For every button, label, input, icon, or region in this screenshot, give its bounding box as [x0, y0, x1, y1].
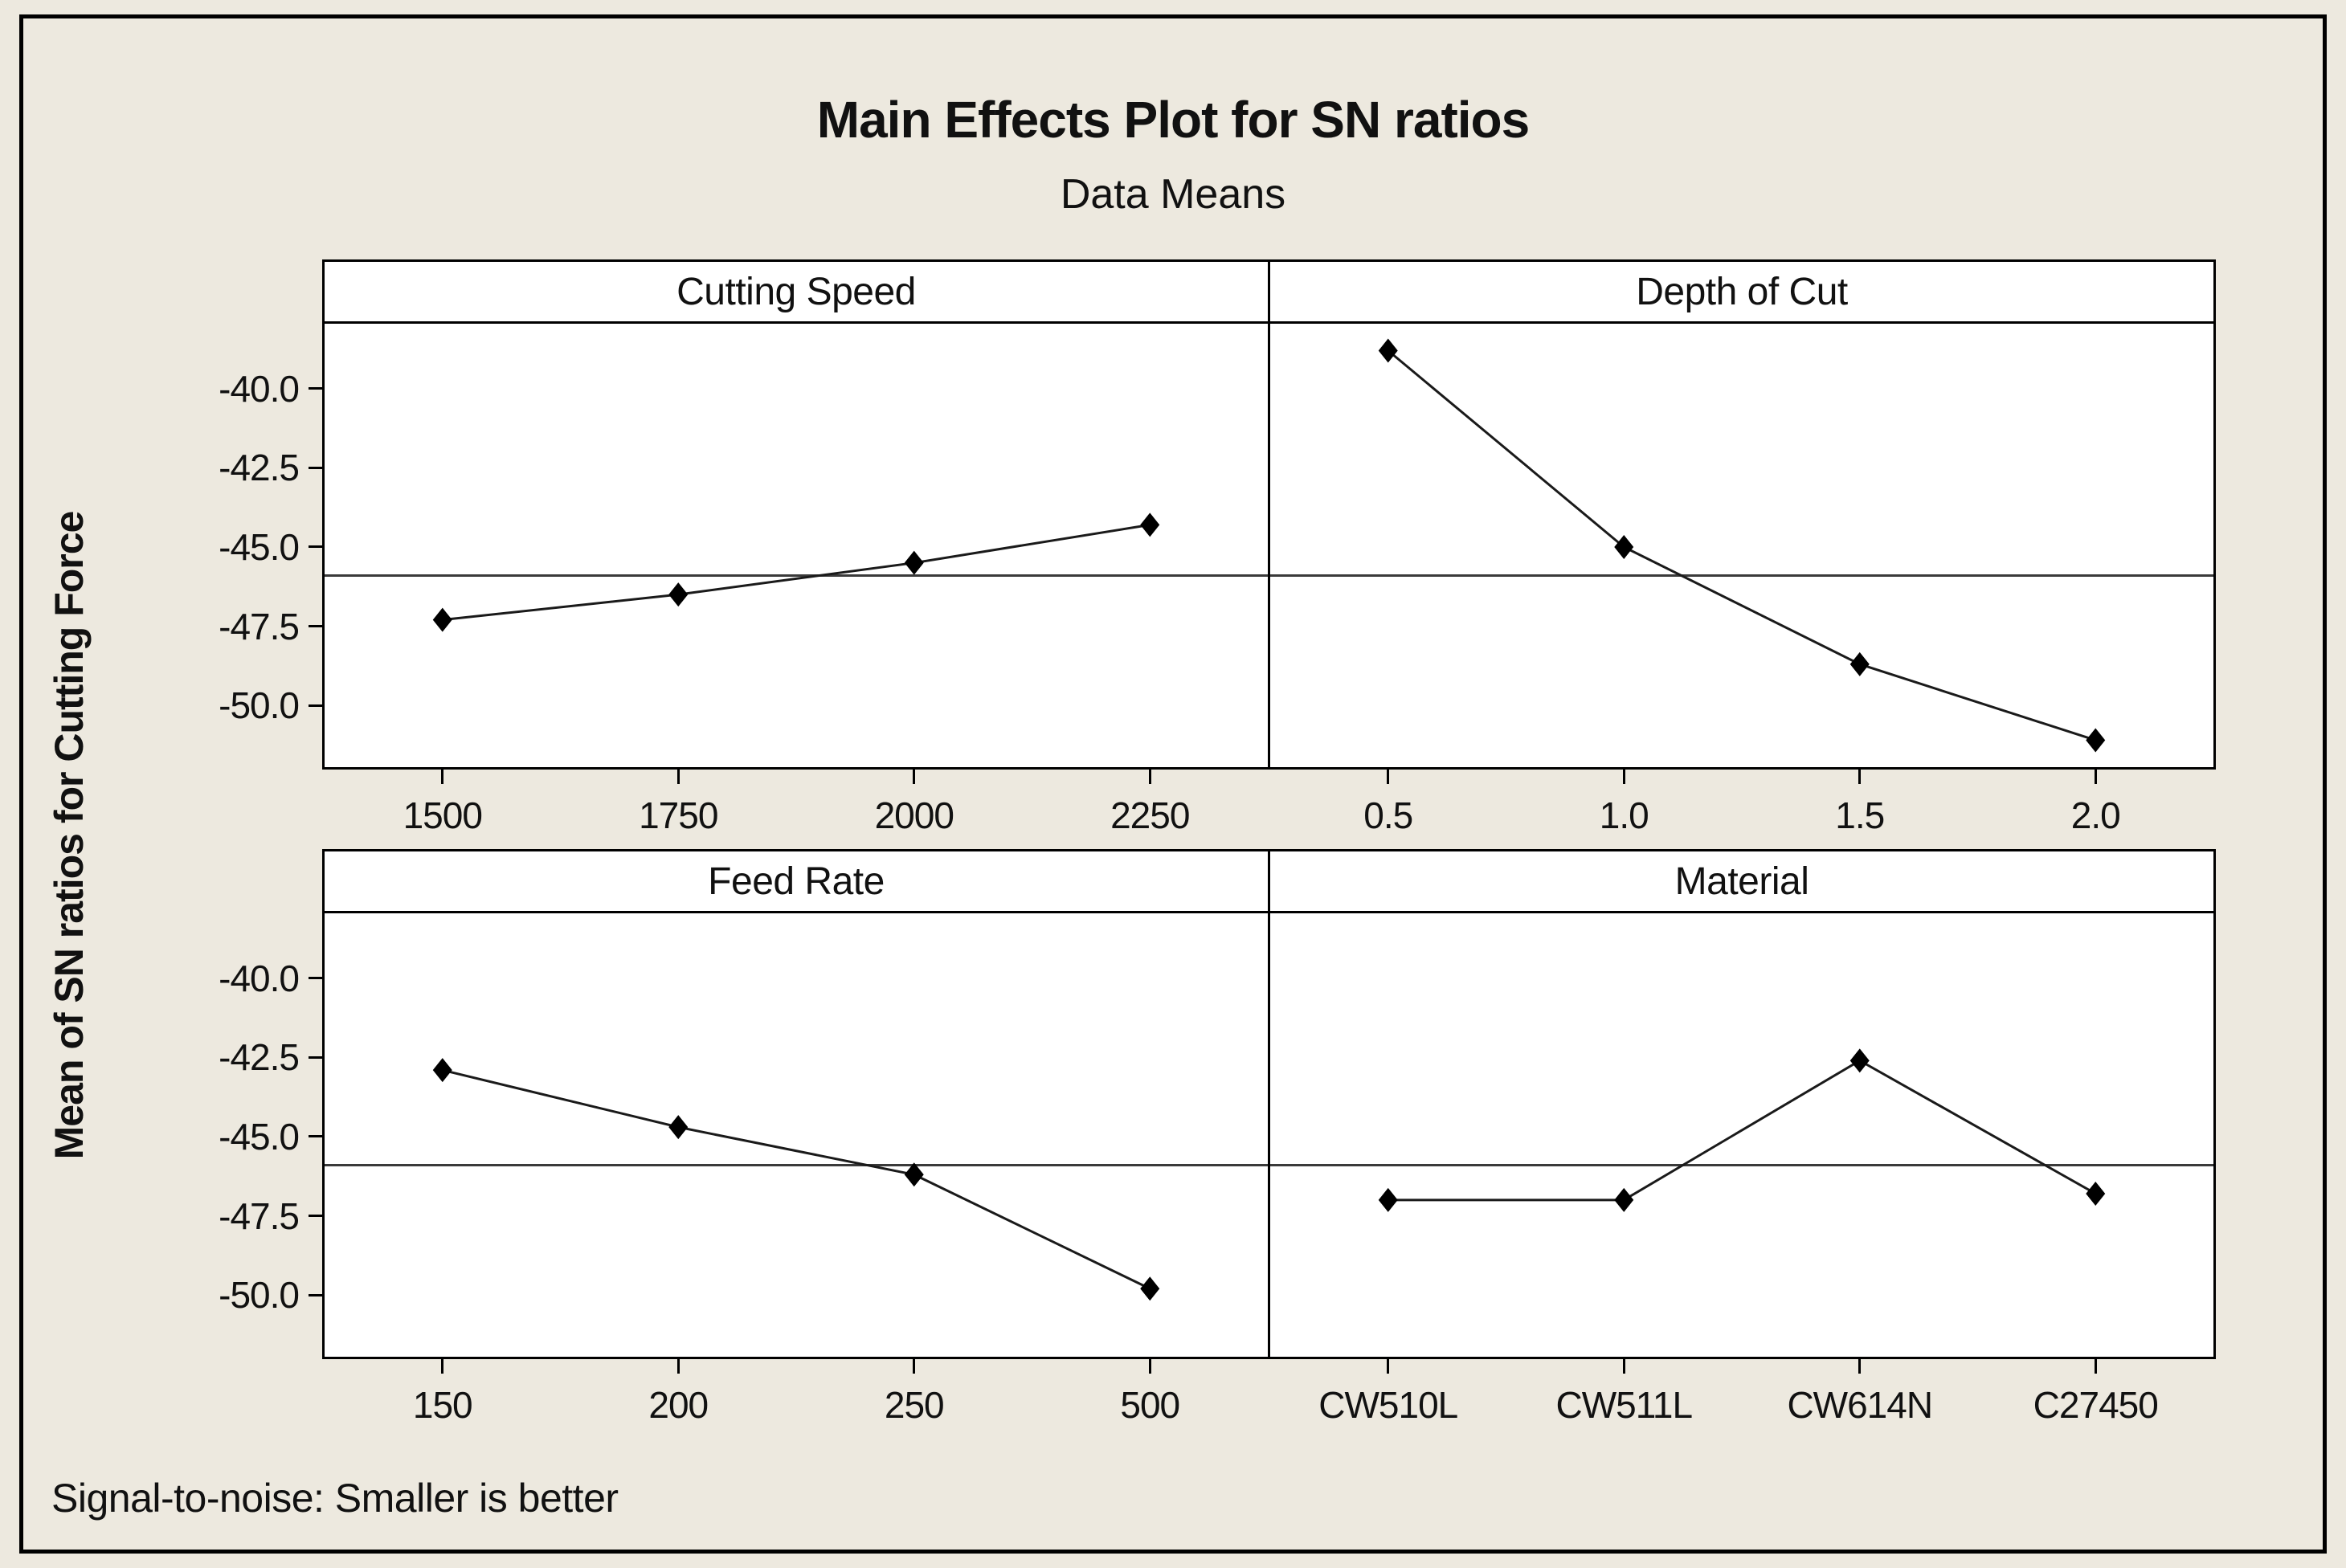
x-tick-label-0-5: 0.5 [1363, 794, 1413, 836]
y-tick-label-row1--45-0: -45.0 [219, 525, 300, 568]
y-axis-tick [309, 977, 322, 980]
main-effects-line-cutting-speed [442, 523, 1151, 622]
x-tick-label-cw510l: CW510L [1318, 1384, 1458, 1426]
y-tick-label-row1--47-5: -47.5 [219, 605, 300, 647]
data-point-marker [1140, 1276, 1160, 1301]
plot-area-depth-of-cut [1270, 324, 2213, 767]
main-effects-line-material [1388, 1059, 2096, 1202]
y-tick-label-row2--50-0: -50.0 [219, 1274, 300, 1317]
x-tick-label-500: 500 [1120, 1384, 1180, 1426]
x-axis-tick [441, 1359, 444, 1374]
panel-material: Material [1270, 851, 2213, 1357]
y-tick-label-row2--47-5: -47.5 [219, 1194, 300, 1237]
data-point-marker [1378, 338, 1398, 363]
x-axis-tick [913, 1359, 916, 1374]
plot-svg-cutting-speed [325, 512, 1268, 632]
y-axis-tick [309, 625, 322, 628]
x-tick-label-2250: 2250 [1110, 794, 1190, 836]
panel-title-material: Material [1270, 851, 2213, 913]
x-axis-tick [441, 770, 444, 784]
data-point-marker [1614, 534, 1634, 559]
y-tick-label-row1--42-5: -42.5 [219, 447, 300, 489]
panel-row-2: Feed Rate Material [322, 849, 2216, 1359]
plot-svg-material [1270, 1048, 2213, 1212]
y-axis-tick [309, 387, 322, 390]
x-tick-label-250: 250 [884, 1384, 945, 1426]
y-axis-label: Mean of SN ratios for Cutting Force [47, 511, 92, 1160]
y-axis-tick [309, 1056, 322, 1059]
panel-title-feed-rate: Feed Rate [325, 851, 1268, 913]
x-axis-tick [1148, 1359, 1151, 1374]
x-tick-label-150: 150 [412, 1384, 473, 1426]
main-effects-line-depth-of-cut [1387, 349, 2096, 741]
data-point-marker [2086, 1181, 2106, 1206]
plot-area-material [1270, 913, 2213, 1357]
y-axis-tick [309, 466, 322, 469]
chart-subtitle: Data Means [1060, 171, 1286, 218]
x-axis-tick [1622, 770, 1625, 784]
data-point-marker [668, 582, 689, 607]
y-axis-tick [309, 1215, 322, 1218]
x-axis-tick [2094, 1359, 2097, 1374]
x-axis-tick [676, 1359, 680, 1374]
x-tick-label-2-0: 2.0 [2070, 794, 2121, 836]
panel-cutting-speed: Cutting Speed [325, 262, 1270, 767]
data-point-marker [904, 550, 924, 575]
x-axis-tick [1858, 770, 1862, 784]
x-tick-label-1-5: 1.5 [1835, 794, 1885, 836]
y-tick-label-row2--42-5: -42.5 [219, 1036, 300, 1079]
panel-depth-of-cut: Depth of Cut [1270, 262, 2213, 767]
plot-area-feed-rate [325, 913, 1268, 1357]
panel-title-cutting-speed: Cutting Speed [325, 262, 1268, 324]
x-tick-label-cw511l: CW511L [1555, 1384, 1693, 1426]
y-tick-label-row1--40-0: -40.0 [219, 367, 300, 410]
x-axis-tick [913, 770, 916, 784]
data-point-marker [668, 1115, 689, 1140]
y-axis-tick [309, 545, 322, 549]
x-tick-label-1-0: 1.0 [1599, 794, 1649, 836]
data-point-marker [432, 607, 452, 632]
y-axis-tick [309, 704, 322, 707]
panel-title-depth-of-cut: Depth of Cut [1270, 262, 2213, 324]
main-effects-line-feed-rate [442, 1068, 1151, 1290]
x-axis-tick [676, 770, 680, 784]
x-tick-label-2000: 2000 [874, 794, 954, 836]
y-tick-label-row1--50-0: -50.0 [219, 684, 300, 727]
footnote: Signal-to-noise: Smaller is better [51, 1476, 619, 1521]
data-point-marker [1378, 1187, 1398, 1212]
y-tick-label-row2--45-0: -45.0 [219, 1115, 300, 1158]
data-point-marker [1849, 651, 1870, 676]
chart-title: Main Effects Plot for SN ratios [816, 91, 1530, 149]
plot-svg-feed-rate [325, 1058, 1268, 1301]
data-point-marker [1140, 512, 1160, 537]
x-tick-label-c27450: C27450 [2033, 1384, 2159, 1426]
panel-row-cells: Feed Rate Material [325, 851, 2213, 1357]
panel-feed-rate: Feed Rate [325, 851, 1270, 1357]
x-tick-label-200: 200 [648, 1384, 709, 1426]
x-tick-label-1500: 1500 [403, 794, 483, 836]
data-point-marker [1849, 1048, 1870, 1073]
x-axis-tick [2094, 770, 2097, 784]
x-axis-tick [1387, 1359, 1390, 1374]
panel-row-cells: Cutting Speed Depth of Cut [325, 262, 2213, 767]
x-tick-label-cw614n: CW614N [1787, 1384, 1933, 1426]
data-point-marker [2086, 728, 2106, 753]
y-axis-tick [309, 1293, 322, 1296]
x-axis-tick [1387, 770, 1390, 784]
plot-area-cutting-speed [325, 324, 1268, 767]
x-axis-tick [1622, 1359, 1625, 1374]
plot-svg-depth-of-cut [1270, 338, 2213, 753]
x-tick-label-1750: 1750 [639, 794, 718, 836]
x-axis-tick [1148, 770, 1151, 784]
x-axis-tick [1858, 1359, 1862, 1374]
y-tick-label-row2--40-0: -40.0 [219, 957, 300, 999]
panel-row-1: Cutting Speed Depth of Cut [322, 259, 2216, 770]
data-point-marker [904, 1162, 924, 1187]
data-point-marker [1614, 1187, 1634, 1212]
y-axis-tick [309, 1135, 322, 1138]
data-point-marker [432, 1058, 452, 1083]
